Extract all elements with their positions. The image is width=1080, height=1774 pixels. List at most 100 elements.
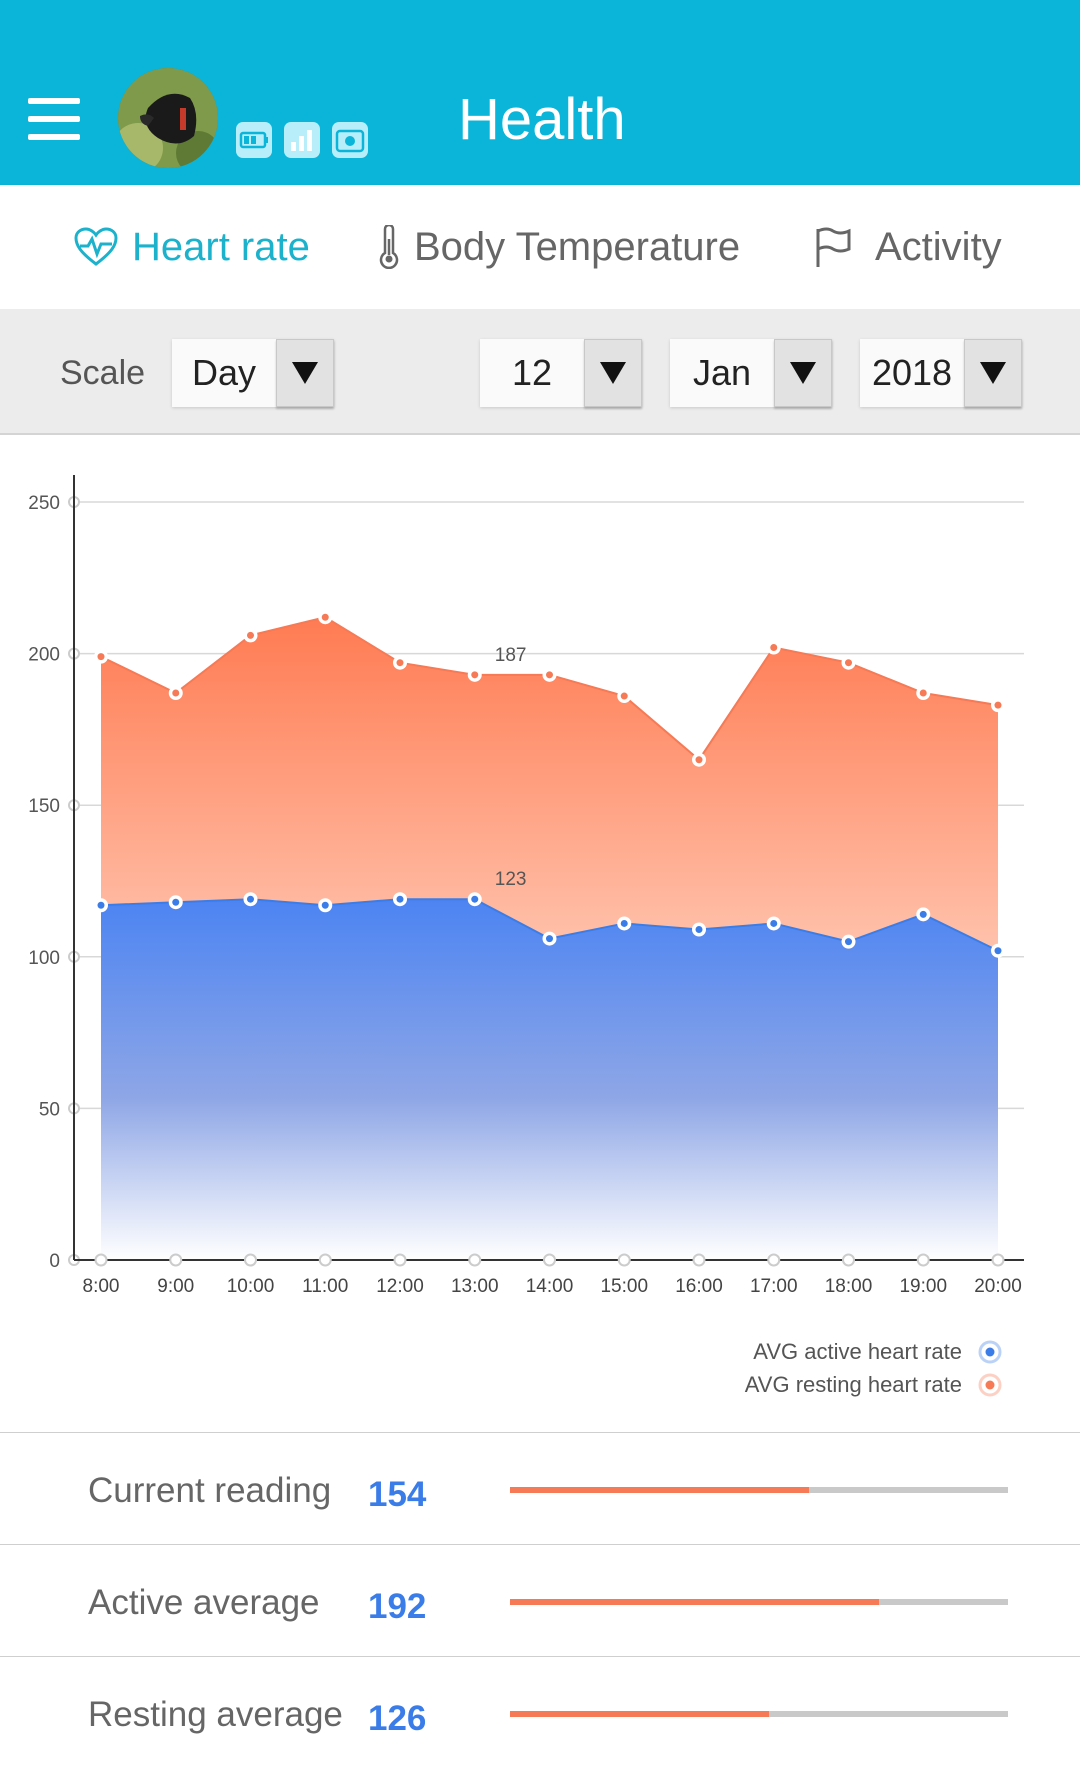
tab-heart-rate-label: Heart rate bbox=[132, 224, 310, 269]
filter-bar: Scale Day 12 Jan 2018 bbox=[0, 309, 1080, 435]
x-tick-marker bbox=[767, 1253, 781, 1267]
year-value: 2018 bbox=[860, 339, 964, 407]
resting-area bbox=[101, 617, 998, 951]
legend-marker-dot bbox=[985, 1347, 995, 1357]
chevron-down-icon[interactable] bbox=[276, 339, 334, 407]
stat-label: Current reading bbox=[88, 1471, 332, 1510]
x-tick-marker bbox=[842, 1253, 855, 1267]
heart-rate-chart: 0 50 100 150 200 250 8:00 9:00 10:00 11:00 12:00 13… bbox=[28, 475, 1024, 1397]
heart-pulse-icon bbox=[74, 227, 118, 266]
data-point-dot bbox=[471, 895, 479, 903]
x-tick-label: 12:00 bbox=[376, 1276, 424, 1297]
data-point-dot bbox=[97, 901, 105, 909]
y-tick-label: 200 bbox=[28, 645, 60, 666]
data-point-dot bbox=[97, 653, 105, 661]
stat-value: 154 bbox=[368, 1475, 427, 1514]
chevron-down-icon[interactable] bbox=[584, 339, 642, 407]
data-point-dot bbox=[546, 935, 553, 943]
data-point-dot bbox=[845, 938, 852, 946]
x-tick-label: 20:00 bbox=[974, 1276, 1022, 1297]
stat-row-current-reading: Current reading 154 bbox=[0, 1432, 1080, 1544]
active-area bbox=[101, 899, 998, 1260]
x-tick-label: 9:00 bbox=[157, 1276, 194, 1297]
data-point-dot bbox=[695, 926, 703, 934]
data-point-dot bbox=[172, 898, 180, 906]
x-tick-marker bbox=[468, 1253, 482, 1267]
progress-bar-fill bbox=[510, 1711, 769, 1717]
x-tick-marker bbox=[393, 1253, 407, 1267]
tab-activity-label: Activity bbox=[875, 224, 1002, 269]
battery-icon[interactable] bbox=[236, 122, 272, 158]
data-point-dot bbox=[396, 659, 404, 667]
x-tick-marker bbox=[543, 1253, 556, 1267]
progress-bar bbox=[510, 1711, 1008, 1717]
data-point-dot bbox=[321, 613, 329, 621]
x-tick-marker bbox=[318, 1253, 332, 1267]
x-tick-marker bbox=[169, 1253, 183, 1267]
page-title: Health bbox=[458, 87, 626, 152]
tab-body-temperature[interactable]: Body Temperature bbox=[376, 185, 740, 309]
data-point-dot bbox=[845, 659, 852, 667]
app-bar: Health bbox=[0, 0, 1080, 185]
legend-label: AVG active heart rate bbox=[753, 1339, 962, 1364]
signal-icon[interactable] bbox=[284, 122, 320, 158]
data-label: 187 bbox=[495, 645, 527, 666]
stat-label: Active average bbox=[88, 1583, 320, 1622]
chevron-down-icon[interactable] bbox=[774, 339, 832, 407]
x-tick-label: 8:00 bbox=[83, 1276, 120, 1297]
data-point-dot bbox=[471, 671, 479, 679]
day-value: 12 bbox=[480, 339, 584, 407]
stat-label: Resting average bbox=[88, 1695, 343, 1734]
year-dropdown[interactable]: 2018 bbox=[860, 339, 1022, 407]
x-tick-label: 10:00 bbox=[227, 1276, 275, 1297]
data-point-dot bbox=[770, 919, 778, 927]
x-tick-label: 18:00 bbox=[825, 1276, 873, 1297]
y-tick-label: 0 bbox=[49, 1251, 60, 1272]
data-point-dot bbox=[695, 756, 703, 764]
data-point-dot bbox=[620, 692, 628, 700]
data-point-dot bbox=[994, 701, 1002, 709]
menu-icon[interactable] bbox=[28, 98, 80, 140]
x-tick-label: 14:00 bbox=[526, 1276, 574, 1297]
avatar[interactable] bbox=[118, 68, 218, 168]
x-tick-label: 11:00 bbox=[302, 1276, 348, 1297]
data-point-dot bbox=[321, 901, 329, 909]
y-tick-label: 50 bbox=[39, 1099, 60, 1120]
progress-bar bbox=[510, 1487, 1008, 1493]
tab-activity[interactable]: Activity bbox=[813, 185, 1002, 309]
data-point-dot bbox=[620, 919, 628, 927]
legend-label: AVG resting heart rate bbox=[745, 1372, 962, 1397]
y-tick-label: 100 bbox=[28, 948, 60, 969]
month-dropdown[interactable]: Jan bbox=[670, 339, 832, 407]
legend-marker[interactable] bbox=[978, 1373, 1002, 1397]
legend-marker-dot bbox=[985, 1380, 995, 1390]
data-point-dot bbox=[172, 689, 180, 697]
data-point-dot bbox=[546, 671, 553, 679]
month-value: Jan bbox=[670, 339, 774, 407]
data-point-dot bbox=[396, 895, 404, 903]
scale-dropdown[interactable]: Day bbox=[172, 339, 334, 407]
y-tick-label: 250 bbox=[28, 493, 60, 514]
data-point-dot bbox=[247, 895, 254, 903]
x-tick-label: 19:00 bbox=[899, 1276, 947, 1297]
data-point-dot bbox=[994, 947, 1002, 955]
x-tick-marker bbox=[94, 1253, 108, 1267]
tab-heart-rate[interactable]: Heart rate bbox=[74, 185, 310, 309]
stat-value: 192 bbox=[368, 1587, 427, 1626]
tab-bar: Heart rate Body Temperature Activity bbox=[0, 185, 1080, 309]
data-point-dot bbox=[919, 689, 927, 697]
tab-body-temperature-label: Body Temperature bbox=[414, 224, 741, 269]
x-tick-label: 15:00 bbox=[600, 1276, 648, 1297]
legend-marker[interactable] bbox=[978, 1340, 1002, 1364]
x-tick-marker bbox=[991, 1253, 1005, 1267]
scale-label: Scale bbox=[60, 354, 146, 392]
thermometer-icon bbox=[379, 225, 399, 269]
x-tick-marker bbox=[916, 1253, 930, 1267]
camera-icon[interactable] bbox=[332, 122, 368, 158]
chevron-down-icon[interactable] bbox=[964, 339, 1022, 407]
progress-bar bbox=[510, 1599, 1008, 1605]
x-tick-label: 16:00 bbox=[675, 1276, 723, 1297]
day-dropdown[interactable]: 12 bbox=[480, 339, 642, 407]
data-label: 123 bbox=[495, 869, 527, 890]
progress-bar-fill bbox=[510, 1599, 879, 1605]
